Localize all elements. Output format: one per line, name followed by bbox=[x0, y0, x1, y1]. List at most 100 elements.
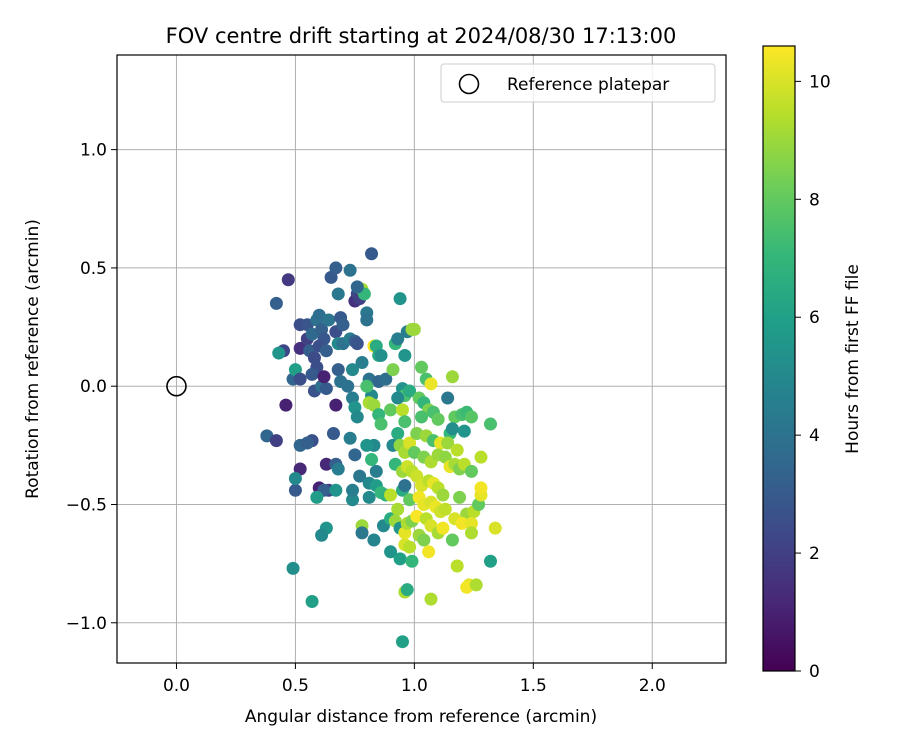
colorbar-tick-label: 10 bbox=[809, 72, 831, 92]
data-point bbox=[393, 552, 407, 566]
data-point bbox=[436, 488, 450, 502]
data-point bbox=[331, 462, 345, 476]
colorbar-tick-label: 6 bbox=[809, 308, 820, 328]
data-point bbox=[317, 370, 331, 384]
data-point bbox=[464, 526, 478, 540]
x-axis-title: Angular distance from reference (arcmin) bbox=[245, 707, 597, 727]
data-point bbox=[438, 502, 452, 516]
data-point bbox=[398, 479, 412, 493]
data-point bbox=[346, 483, 360, 497]
x-tick-label: 2.0 bbox=[639, 676, 666, 696]
data-point bbox=[403, 384, 417, 398]
data-point bbox=[315, 528, 329, 542]
y-tick-label: −0.5 bbox=[66, 495, 107, 515]
colorbar-title: Hours from first FF file bbox=[843, 264, 863, 454]
data-point bbox=[319, 382, 333, 396]
data-point bbox=[403, 540, 417, 554]
data-point bbox=[341, 379, 355, 393]
data-point bbox=[350, 410, 364, 424]
data-point bbox=[415, 360, 428, 374]
data-point bbox=[374, 417, 388, 431]
data-point bbox=[326, 427, 340, 441]
data-point bbox=[329, 398, 343, 412]
data-point bbox=[474, 450, 488, 464]
data-point bbox=[343, 431, 357, 445]
data-point bbox=[417, 533, 431, 547]
data-point bbox=[398, 415, 412, 429]
colorbar-tick-label: 8 bbox=[809, 190, 820, 210]
data-point bbox=[455, 516, 469, 530]
data-point bbox=[322, 313, 336, 327]
data-point bbox=[319, 344, 333, 358]
data-point bbox=[374, 348, 388, 362]
y-axis-ticks: −1.0 −0.5 0.0 0.5 1.0 bbox=[66, 141, 117, 634]
data-point bbox=[450, 443, 464, 457]
data-point bbox=[464, 516, 478, 530]
data-point bbox=[288, 483, 302, 497]
data-point bbox=[384, 403, 398, 417]
data-point bbox=[343, 263, 357, 277]
colorbar-ticks: 0 2 4 6 8 10 bbox=[795, 72, 831, 682]
data-point bbox=[286, 561, 300, 575]
data-point bbox=[350, 337, 364, 351]
data-point bbox=[350, 280, 364, 294]
data-point bbox=[329, 261, 343, 275]
data-point bbox=[391, 502, 405, 516]
data-point bbox=[441, 436, 455, 450]
colorbar-tick-label: 0 bbox=[809, 662, 820, 682]
data-point bbox=[331, 287, 345, 301]
data-point bbox=[319, 457, 333, 471]
data-point bbox=[395, 403, 409, 417]
y-tick-label: −1.0 bbox=[66, 614, 107, 634]
data-point bbox=[386, 363, 400, 377]
data-point bbox=[453, 490, 467, 504]
data-point bbox=[445, 422, 459, 436]
data-point bbox=[415, 410, 428, 424]
data-point bbox=[348, 448, 362, 462]
colorbar-tick-label: 2 bbox=[809, 544, 820, 564]
legend: Reference platepar bbox=[440, 63, 716, 103]
data-point bbox=[391, 391, 405, 405]
data-point bbox=[305, 594, 319, 608]
data-point bbox=[269, 296, 283, 310]
data-point bbox=[457, 424, 471, 438]
plot-frame bbox=[116, 54, 727, 664]
reference-platepar-marker bbox=[166, 375, 187, 397]
data-point bbox=[300, 436, 314, 450]
data-point bbox=[362, 490, 376, 504]
data-point bbox=[379, 372, 393, 386]
data-point bbox=[355, 526, 369, 540]
y-tick-label: 1.0 bbox=[80, 141, 107, 161]
data-point bbox=[424, 377, 438, 391]
data-point bbox=[353, 469, 367, 483]
data-point bbox=[422, 545, 436, 559]
data-point bbox=[360, 438, 374, 452]
data-point bbox=[474, 481, 488, 495]
scatter-points bbox=[260, 247, 502, 649]
x-tick-label: 0.0 bbox=[163, 676, 190, 696]
data-point bbox=[395, 635, 409, 649]
data-point bbox=[310, 490, 324, 504]
data-point bbox=[281, 273, 295, 287]
legend-marker-open-circle bbox=[458, 73, 480, 95]
data-point bbox=[305, 367, 319, 381]
legend-box bbox=[440, 63, 716, 103]
data-point bbox=[288, 471, 302, 485]
data-point bbox=[464, 410, 478, 424]
data-point bbox=[445, 533, 459, 547]
data-point bbox=[329, 483, 343, 497]
x-tick-label: 0.5 bbox=[282, 676, 309, 696]
data-point bbox=[384, 488, 398, 502]
x-axis-ticks: 0.0 0.5 1.0 1.5 2.0 bbox=[163, 663, 666, 696]
data-point bbox=[391, 332, 405, 346]
data-point bbox=[355, 356, 369, 370]
data-point bbox=[360, 313, 374, 327]
legend-label-reference: Reference platepar bbox=[507, 75, 669, 95]
data-point bbox=[293, 372, 307, 386]
data-point bbox=[483, 417, 497, 431]
reference-marker-layer bbox=[166, 375, 187, 397]
data-point bbox=[279, 398, 293, 412]
data-point bbox=[367, 533, 381, 547]
data-point bbox=[365, 453, 379, 467]
